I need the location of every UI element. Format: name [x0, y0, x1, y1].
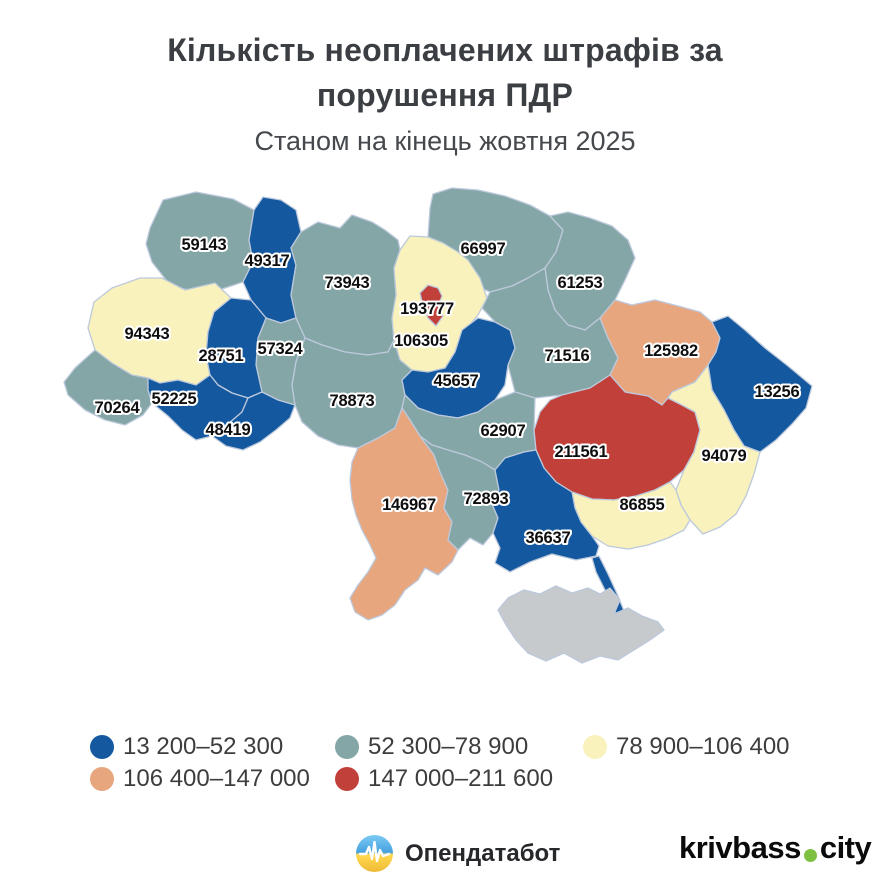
map-labels-layer: 59143 49317 73943 66997 61253 94343 106305 1937… — [93, 234, 802, 549]
region-value-chernivtsi: 48419 — [206, 421, 251, 439]
region-value-ternopil: 28751 — [199, 347, 244, 365]
region-value-kharkiv: 125982 — [644, 342, 698, 360]
legend-item-1: 13 200–52 300 — [90, 733, 283, 761]
region-value-cherkasy: 45657 — [434, 372, 479, 390]
krivbass-city-logo: krivbass city — [679, 830, 872, 865]
brand-text-left: krivbass — [679, 830, 801, 865]
region-luhansk — [707, 315, 813, 453]
region-value-sumy: 61253 — [558, 274, 603, 292]
region-zaporizhzhia — [571, 481, 691, 550]
region-value-kyiv-oblast: 106305 — [394, 332, 448, 350]
region-value-poltava: 71516 — [545, 347, 590, 365]
region-zakarpattia — [63, 349, 153, 426]
legend-label-4: 106 400–147 000 — [123, 765, 310, 792]
brand-text-right: city — [819, 830, 872, 865]
legend-label-1: 13 200–52 300 — [123, 733, 284, 760]
legend-item-3: 78 900–106 400 — [583, 733, 790, 761]
region-value-luhansk: 13256 — [755, 383, 800, 401]
page-subtitle: Станом на кінець жовтня 2025 — [254, 125, 636, 156]
region-chernivtsi — [211, 391, 296, 451]
region-value-ivano-frankivsk: 52225 — [152, 390, 197, 408]
region-value-rivne: 49317 — [245, 252, 290, 270]
legend-swatch-salmon — [90, 767, 114, 791]
region-mykolaiv — [419, 435, 500, 551]
header: Кількість неоплачених штрафів за порушен… — [0, 28, 890, 157]
region-ivano-frankivsk — [147, 374, 249, 441]
legend-label-2: 52 300–78 900 — [368, 733, 529, 760]
legend-swatch-teal — [335, 735, 359, 759]
legend-item-5: 147 000–211 600 — [335, 765, 553, 793]
legend-swatch-cream — [583, 735, 607, 759]
map-regions-layer — [63, 187, 813, 664]
region-value-zhytomyr: 73943 — [325, 274, 370, 292]
page-title: Кількість неоплачених штрафів за порушен… — [167, 32, 723, 114]
region-value-odesa: 146967 — [382, 496, 436, 514]
legend-swatch-red — [335, 767, 359, 791]
opendatabot-attribution: Опендатабот — [356, 835, 560, 872]
legend-item-2: 52 300–78 900 — [335, 733, 528, 761]
opendatabot-logo-icon — [356, 835, 393, 872]
region-value-lviv: 94343 — [125, 325, 170, 343]
region-value-vinnytsia: 78873 — [330, 392, 375, 410]
region-value-kyiv-city: 193777 — [400, 300, 454, 318]
region-crimea — [497, 585, 665, 664]
region-kyiv-city — [419, 284, 444, 327]
region-value-khmelnytskyi: 57324 — [258, 340, 304, 358]
region-value-mykolaiv: 72893 — [464, 490, 509, 508]
region-value-kirovohrad: 62907 — [481, 422, 526, 440]
region-value-zakarpattia: 70264 — [95, 399, 141, 417]
opendatabot-label: Опендатабот — [405, 839, 561, 867]
legend-label-5: 147 000–211 600 — [368, 765, 554, 792]
region-value-volyn: 59143 — [182, 236, 227, 254]
region-value-zaporizhzhia: 86855 — [620, 496, 665, 514]
region-kherson — [491, 449, 600, 573]
brand-green-dot-icon — [803, 848, 817, 862]
legend-label-3: 78 900–106 400 — [616, 733, 790, 760]
region-donetsk — [667, 364, 761, 535]
legend-item-4: 106 400–147 000 — [90, 765, 310, 793]
region-value-chernihiv: 66997 — [461, 240, 506, 258]
region-value-dnipropetrovsk: 211561 — [555, 443, 608, 461]
legend-swatch-blue — [90, 735, 114, 759]
region-value-donetsk: 94079 — [702, 447, 747, 465]
region-value-kherson: 36637 — [526, 529, 571, 547]
